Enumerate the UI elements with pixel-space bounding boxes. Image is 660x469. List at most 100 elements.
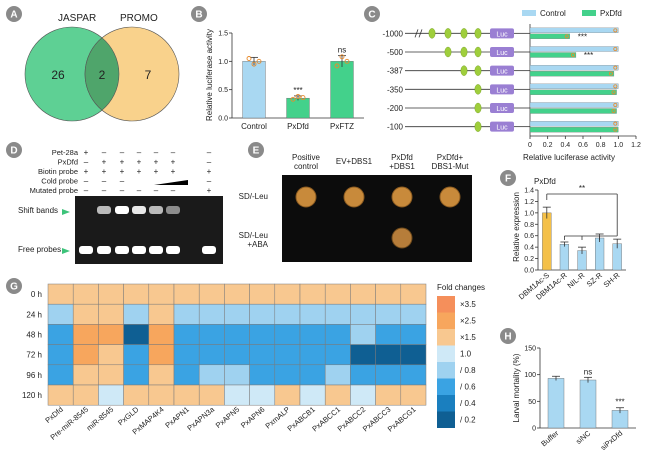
significance-label: *** [578,32,587,41]
yeast-colony [391,227,413,249]
heatmap-cell [249,303,276,325]
gel-mark: – [137,148,142,157]
data-point [256,58,262,64]
gel-row-label: PxDfd [58,158,78,167]
data-point [564,34,569,39]
panel-label-f: F [500,170,516,186]
heatmap-column-label: PxAPN5 [214,405,242,430]
gel-mark: – [120,177,125,186]
gel-mark: – [137,186,142,195]
heatmap-cell [324,384,351,406]
heatmap-row-label: 24 h [26,310,42,319]
free-band [166,246,180,254]
svg-text:G: G [10,282,18,293]
heatmap-cell [98,283,124,305]
yeast-colony [295,186,317,208]
heatmap-cell [350,364,376,386]
gel-mark: – [120,148,125,157]
heatmap-cell [375,344,402,366]
gel-row-label: Pet-28a [52,148,79,157]
x-tick-label: Buffer [539,428,560,448]
heatmap-cell [72,384,99,406]
bar-pxdfd [529,33,570,39]
x-tick-label: 1.0 [613,142,623,149]
heatmap-row-label: 120 h [22,391,42,400]
venn-right-count: 7 [145,68,152,82]
bar-control [529,83,619,89]
yeast-column-header: PxDfd+ [437,153,464,162]
heatmap-cell [224,344,250,366]
y-tick-label: 0.5 [218,87,228,94]
heatmap-cell [400,344,427,366]
x-tick-label: 0.8 [596,142,606,149]
gel-mark: + [207,167,212,176]
legend-label: ×2.5 [460,317,476,326]
gel-condition-table: Pet-28a + – – – – – –PxDfd – + + + + + –Biotin probe + +… [30,148,212,195]
y-tick-label: 0.2 [524,256,534,263]
venn-left-label: JASPAR [58,13,96,24]
gel-mark: + [154,158,159,167]
chart-c-xlabel: Relative luciferase activity [523,153,615,162]
gel-row-label: Biotin probe [38,167,78,176]
heatmap-column-label: miR-8545 [85,405,116,433]
heatmap-cell [148,303,175,325]
y-tick-label: 1.5 [218,31,228,38]
free-probes-label: Free probes [18,245,61,254]
heatmap-cell [299,364,326,386]
bar-PxDfd [286,97,310,119]
heatmap-cell [249,283,276,305]
bar-siNC [579,379,597,429]
chart-h-ylabel: Larval mortality (%) [512,353,521,422]
data-point [613,121,618,126]
x-tick-label: SZ-R [585,270,605,289]
data-point [290,96,296,102]
legend-label: ×1.5 [460,333,476,342]
gel-mark: – [84,158,89,167]
heatmap-cell [324,303,351,325]
venn-left-count: 26 [51,68,65,82]
gel-mark: + [120,167,125,176]
shift-band [132,206,146,214]
heatmap-cell [198,303,225,325]
heatmap-legend: ×3.5 ×2.5 ×1.5 1.0 / 0.8 / 0.6 / 0.4 / 0.2 [437,296,476,428]
y-tick-label: 100 [524,372,536,379]
heatmap-cell [400,384,427,406]
svg-text:E: E [253,146,260,157]
shift-band [97,206,111,214]
heatmap-cell [148,364,175,386]
break-mark [414,29,419,38]
panel-b: B Relative luciferase activity 0.0 0.5 1.0… [191,6,364,131]
svg-text:H: H [504,332,511,343]
heatmap-cell [198,364,225,386]
x-tick-label: 0.4 [560,142,570,149]
gel-mark: – [154,186,159,195]
bar-Control [242,61,266,119]
legend-swatch [437,362,455,379]
heatmap-cell [72,344,99,366]
legend-label: / 0.6 [460,383,476,392]
legend-swatch-pxdfd [582,10,596,16]
y-tick-label: 150 [524,346,536,353]
bar-pxdfd [529,52,577,58]
heatmap-row-label: 0 h [31,290,42,299]
heatmap-cell [224,384,250,406]
heatmap-cell [148,384,175,406]
bar-pxdfd [529,108,617,114]
heatmap-cell [47,344,74,366]
significance-label: *** [293,86,302,95]
heatmap-cell [173,344,200,366]
x-tick-label: Control [241,122,267,131]
legend-label: 1.0 [460,350,472,359]
bar-control [529,46,619,52]
heatmap-cell [123,283,150,305]
heatmap-cell [173,364,200,386]
heatmap-cell [198,324,225,345]
heatmap-cell [400,324,427,345]
heatmap-cell [198,384,225,406]
heatmap-cell [72,364,99,386]
luc-label: Luc [496,69,508,76]
heatmap-cell [123,384,150,406]
